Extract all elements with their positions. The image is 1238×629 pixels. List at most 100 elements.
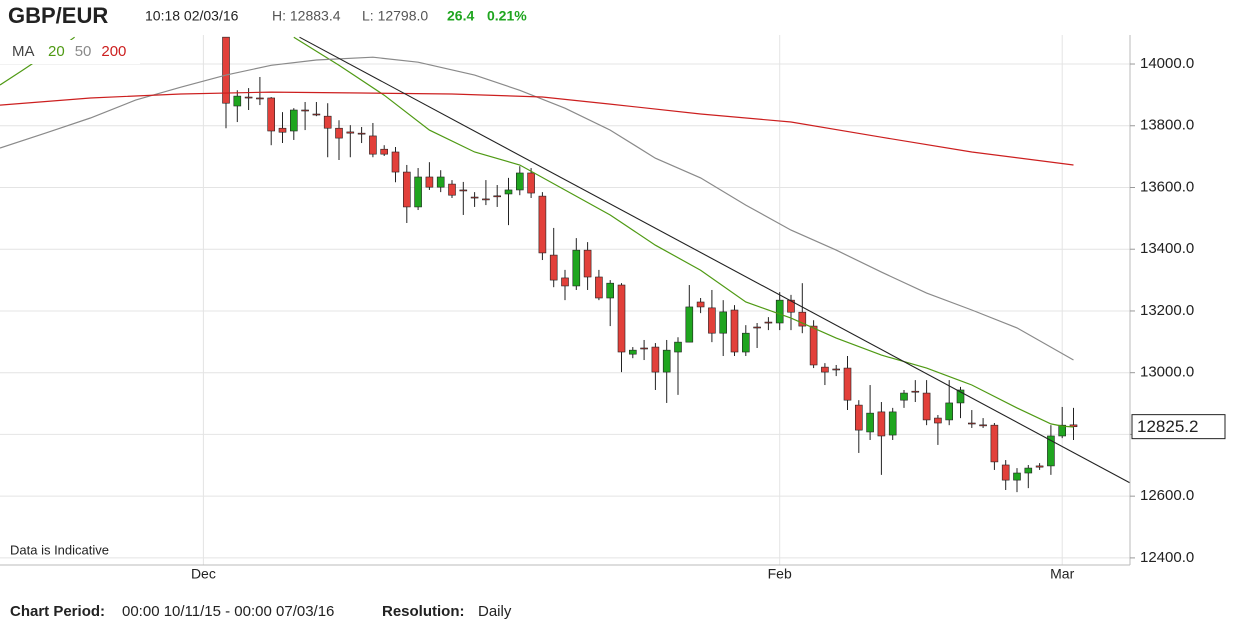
candle-body (267, 97, 276, 132)
candle-body (1047, 435, 1055, 467)
candle-body (289, 109, 298, 132)
candle-body (402, 171, 411, 208)
note: Data is Indicative (10, 542, 109, 557)
time: 10:18 02/03/16 (145, 8, 239, 24)
x-tick-label: Dec (191, 566, 216, 582)
candle-body (628, 349, 637, 355)
candle-body (256, 97, 264, 100)
last-price-label: 12825.2 (1137, 417, 1198, 436)
candle-body (651, 346, 660, 373)
candle-body (233, 95, 242, 107)
resolution: Daily (478, 603, 512, 620)
candle-body (934, 417, 942, 424)
candle-body (425, 176, 434, 188)
candle-body (493, 195, 502, 198)
candle-body (764, 321, 773, 324)
candle-body (911, 390, 920, 393)
legend-entry: 50 (75, 43, 92, 60)
candle-body (470, 196, 479, 199)
candle-body (662, 349, 671, 373)
candle-body (323, 115, 332, 129)
candle-body (888, 411, 897, 436)
candle-body (741, 332, 750, 353)
candle-body (617, 284, 626, 353)
chart-title: GBP/EUR (8, 3, 108, 28)
candle-body (504, 189, 513, 195)
candle-body (674, 341, 682, 353)
candle-body (1001, 464, 1010, 481)
candle-body (821, 366, 829, 373)
candle-body (448, 183, 456, 196)
candle-body (685, 306, 694, 343)
candle-body (854, 404, 863, 431)
candle-body (979, 424, 987, 427)
x-tick-label: Mar (1050, 566, 1074, 582)
candle-body (990, 424, 999, 463)
ma-line (0, 91, 1074, 166)
candle-body (922, 392, 931, 421)
candle-body (482, 198, 490, 201)
candle-body (436, 176, 445, 188)
y-tick-label: 14000.0 (1140, 55, 1194, 72)
candle-body (549, 254, 558, 281)
candle-body (775, 299, 784, 324)
candle-body (730, 309, 739, 353)
candle-body (572, 249, 581, 287)
candle-body (278, 127, 287, 133)
resolution-label: Resolution: (382, 603, 465, 620)
candle-body (222, 36, 230, 104)
candle-body (561, 277, 569, 287)
x-tick-label: Feb (768, 566, 792, 582)
ma-line (0, 56, 1074, 361)
candle-body (866, 412, 874, 433)
candle-body (391, 151, 400, 173)
candle-body (956, 389, 965, 404)
high-text: H: 12883.4 (272, 8, 341, 24)
candle-body (787, 299, 795, 313)
period-label: Chart Period: (10, 603, 105, 620)
candle-body (967, 422, 976, 425)
candle-body (606, 282, 615, 299)
candle-body (843, 367, 852, 401)
candle-body (515, 172, 524, 191)
last-price-box (1131, 414, 1226, 440)
candle-body (357, 132, 366, 135)
candle-body (346, 131, 355, 134)
trend-line (299, 36, 1130, 484)
candle-body (696, 301, 705, 308)
candle-body (380, 148, 389, 155)
candle-body (1035, 465, 1044, 468)
candle-body (1058, 424, 1066, 437)
change: 26.4 (447, 8, 474, 24)
candle-body (595, 276, 603, 299)
candle-body (719, 311, 728, 334)
candle-body (583, 249, 592, 278)
candle-body (832, 368, 841, 371)
y-tick-label: 12600.0 (1140, 487, 1194, 504)
change-pct: 0.21% (487, 8, 527, 24)
candle-body (798, 311, 807, 327)
legend-title: MA (12, 43, 35, 60)
candle-body (414, 176, 422, 208)
legend-box (0, 40, 140, 64)
candle-body (459, 189, 468, 192)
y-tick-label: 12400.0 (1140, 549, 1194, 566)
candle-body (877, 411, 886, 437)
y-tick-label: 13600.0 (1140, 178, 1194, 195)
candle-body (640, 347, 648, 350)
y-tick-label: 13800.0 (1140, 117, 1194, 134)
legend-entry: 20 (48, 43, 65, 60)
candle-body (335, 127, 343, 139)
candle-body (900, 392, 908, 401)
y-tick-label: 13200.0 (1140, 302, 1194, 319)
candle-body (538, 195, 547, 254)
candle-body (1024, 467, 1033, 474)
legend-entry: 200 (101, 43, 126, 60)
candle-body (369, 135, 377, 155)
candle-body (809, 325, 818, 366)
low-text: L: 12798.0 (362, 8, 428, 24)
candle-body (753, 326, 761, 329)
y-tick-label: 13000.0 (1140, 364, 1194, 381)
